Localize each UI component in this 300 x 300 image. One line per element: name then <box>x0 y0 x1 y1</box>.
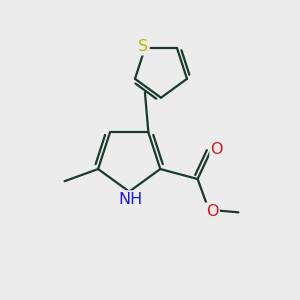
Text: O: O <box>206 204 219 219</box>
Text: NH: NH <box>118 191 143 206</box>
Text: O: O <box>211 142 223 157</box>
Text: S: S <box>138 39 148 54</box>
